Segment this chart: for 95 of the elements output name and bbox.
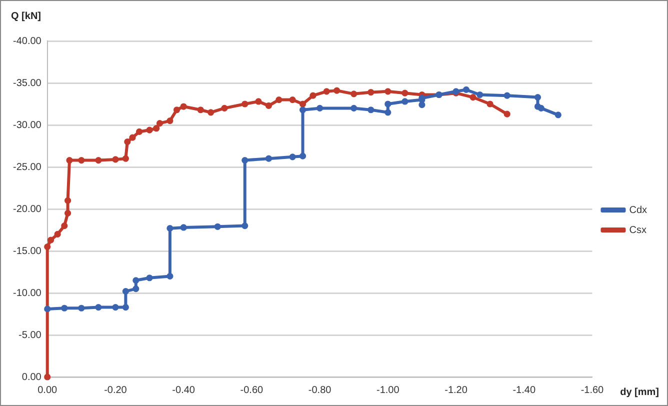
point <box>44 374 51 380</box>
point <box>534 94 542 101</box>
point <box>418 102 426 108</box>
point <box>221 104 228 112</box>
y-axis-title: Q [kN] <box>11 10 41 22</box>
point <box>265 155 272 162</box>
point <box>350 90 358 98</box>
point <box>66 156 73 164</box>
x-tick-label: -0.80 <box>308 384 332 396</box>
point <box>486 100 494 108</box>
point <box>124 138 131 146</box>
point <box>368 88 374 96</box>
point <box>504 92 510 99</box>
legend-label: Cdx <box>629 204 648 216</box>
y-tick-label: 0.00 <box>22 372 42 383</box>
point <box>402 98 408 105</box>
y-tick-label: -35.00 <box>12 78 42 89</box>
point <box>368 106 374 114</box>
point <box>47 236 54 244</box>
point <box>166 118 174 124</box>
point <box>242 222 248 230</box>
point <box>180 103 187 110</box>
point <box>95 156 102 164</box>
point <box>146 126 153 134</box>
point <box>299 100 306 108</box>
point <box>44 306 51 312</box>
point <box>208 109 214 116</box>
y-tick-label: -20.00 <box>12 204 42 215</box>
point <box>61 222 68 230</box>
point <box>180 224 187 231</box>
point <box>316 104 324 112</box>
y-tick-label: -15.00 <box>12 246 42 257</box>
point <box>384 109 392 116</box>
legend-label: Csx <box>629 224 646 236</box>
point <box>54 230 61 238</box>
point <box>289 96 296 104</box>
point <box>402 90 408 96</box>
point <box>554 112 562 118</box>
point <box>265 102 272 109</box>
point <box>384 100 392 108</box>
x-tick-label: -1.60 <box>580 384 604 396</box>
point <box>78 304 85 312</box>
point <box>122 288 129 295</box>
point <box>156 120 164 127</box>
point <box>64 197 72 204</box>
point <box>166 225 174 232</box>
y-tick-label: -5.00 <box>18 330 42 341</box>
point <box>289 154 296 160</box>
point <box>384 88 392 95</box>
point <box>146 274 153 282</box>
point <box>470 94 476 101</box>
point <box>538 104 544 112</box>
point <box>255 98 262 105</box>
x-tick-label: 0.00 <box>38 384 58 396</box>
x-tick-label: -1.00 <box>376 384 400 396</box>
x-tick-label: -0.40 <box>172 384 196 396</box>
point <box>136 128 143 136</box>
y-tick-label: -10.00 <box>12 288 42 299</box>
x-tick-label: -1.40 <box>512 384 536 396</box>
point <box>323 88 330 95</box>
point <box>214 223 221 230</box>
y-tick-label: -30.00 <box>12 120 42 131</box>
point <box>310 92 316 99</box>
point <box>78 156 85 164</box>
x-tick-label: -0.60 <box>240 384 264 396</box>
point <box>122 304 129 311</box>
x-axis-title: dy [mm] <box>620 386 659 398</box>
point <box>64 210 72 216</box>
x-tick-label: -0.20 <box>104 384 128 396</box>
point <box>350 104 358 112</box>
point <box>132 277 140 284</box>
point <box>299 152 306 160</box>
point <box>95 304 102 311</box>
y-tick-label: -25.00 <box>12 162 42 173</box>
point <box>242 100 248 108</box>
point <box>129 134 136 141</box>
point <box>61 304 68 312</box>
point <box>132 286 140 292</box>
point <box>197 106 204 114</box>
y-tick-label: -40.00 <box>12 36 42 47</box>
point <box>44 244 51 250</box>
point <box>504 110 510 118</box>
point <box>173 106 180 114</box>
point <box>462 86 470 94</box>
point <box>112 304 119 311</box>
point <box>334 87 340 94</box>
point <box>299 106 306 114</box>
point <box>122 155 129 162</box>
point <box>112 156 119 163</box>
point <box>166 272 174 280</box>
point <box>276 96 282 104</box>
point <box>153 125 160 132</box>
point <box>242 156 248 164</box>
x-tick-label: -1.20 <box>444 384 468 396</box>
point <box>476 91 484 98</box>
